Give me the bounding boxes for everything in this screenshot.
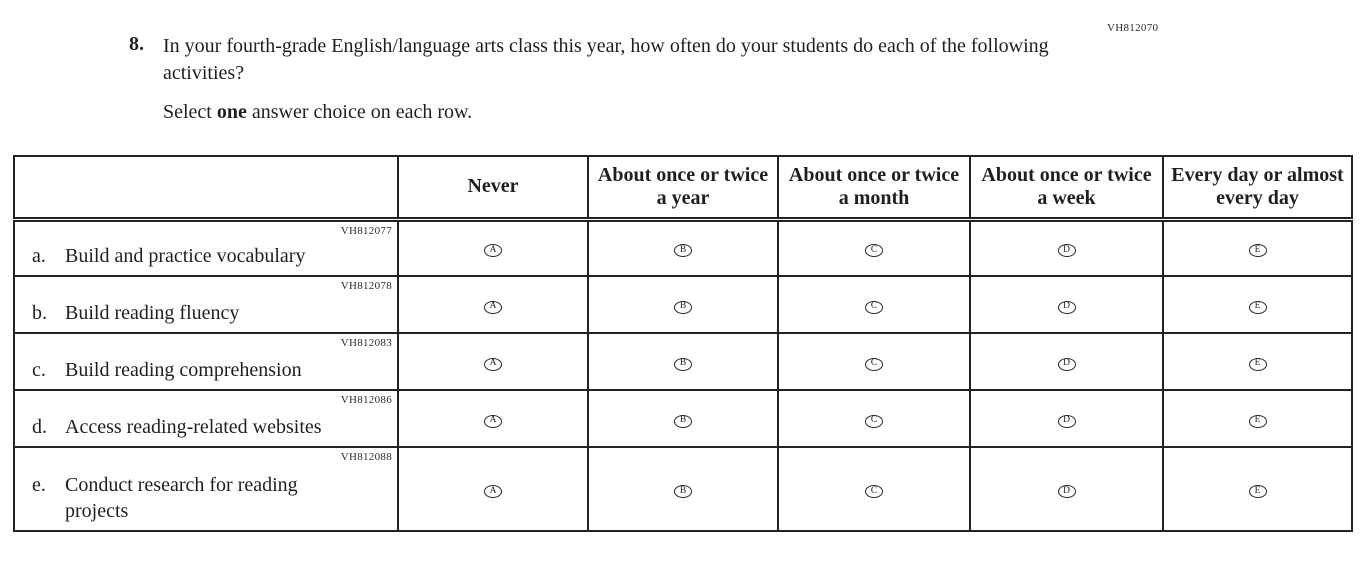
instruction-bold: one	[216, 101, 247, 123]
option-cell: B	[587, 275, 779, 334]
option-bubble-b[interactable]: B	[674, 357, 692, 371]
row-label-cell: VH812078 b. Build reading fluency	[13, 275, 399, 334]
option-bubble-c[interactable]: C	[865, 485, 883, 499]
option-cell: E	[1162, 332, 1353, 391]
row-text: Access reading-related websites	[65, 416, 322, 438]
option-bubble-e[interactable]: E	[1248, 300, 1267, 314]
header-row: Never About once or twice a year About o…	[13, 155, 1353, 222]
option-bubble-c[interactable]: C	[865, 244, 883, 258]
row-letter: e.	[32, 474, 46, 496]
header-empty-cell	[13, 155, 399, 222]
option-cell: A	[397, 218, 589, 277]
option-cell: A	[397, 332, 589, 391]
row-code: VH812088	[340, 451, 392, 463]
option-cell: E	[1162, 218, 1353, 277]
table-row-a: VH812077 a. Build and practice vocabulary…	[13, 218, 1353, 277]
row-label: e. Conduct research for reading projects	[32, 472, 360, 524]
question-instruction: Select one answer choice on each row.	[163, 101, 472, 124]
row-code: VH812086	[340, 394, 392, 406]
option-cell: A	[397, 389, 589, 448]
option-bubble-d[interactable]: D	[1057, 485, 1076, 499]
option-bubble-b[interactable]: B	[674, 244, 692, 258]
row-letter: a.	[32, 245, 46, 267]
row-label: d. Access reading-related websites	[32, 414, 322, 440]
table-row-b: VH812078 b. Build reading fluency A B C D…	[13, 275, 1353, 334]
table-row-d: VH812086 d. Access reading-related websit…	[13, 389, 1353, 448]
row-label: a. Build and practice vocabulary	[32, 243, 305, 269]
option-cell: A	[397, 446, 589, 532]
row-label-cell: VH812077 a. Build and practice vocabulary	[13, 218, 399, 277]
option-cell: C	[777, 389, 971, 448]
table-row-c: VH812083 c. Build reading comprehension A…	[13, 332, 1353, 391]
row-letter: b.	[32, 302, 47, 324]
row-label: c. Build reading comprehension	[32, 357, 302, 383]
option-cell: E	[1162, 275, 1353, 334]
row-letter: c.	[32, 359, 46, 381]
option-cell: E	[1162, 446, 1353, 532]
row-code: VH812078	[340, 280, 392, 292]
option-bubble-d[interactable]: D	[1057, 414, 1076, 428]
row-label-cell: VH812083 c. Build reading comprehension	[13, 332, 399, 391]
table-row-e: VH812088 e. Conduct research for reading …	[13, 446, 1353, 532]
row-text: Conduct research for reading projects	[65, 474, 298, 522]
header-once-twice-month: About once or twice a month	[777, 155, 971, 222]
option-bubble-e[interactable]: E	[1248, 485, 1267, 499]
option-cell: C	[777, 218, 971, 277]
row-label-cell: VH812086 d. Access reading-related websit…	[13, 389, 399, 448]
option-bubble-d[interactable]: D	[1057, 300, 1076, 314]
option-cell: E	[1162, 389, 1353, 448]
row-code: VH812077	[340, 224, 392, 237]
answer-table: Never About once or twice a year About o…	[13, 155, 1353, 532]
row-label-cell: VH812088 e. Conduct research for reading …	[13, 446, 399, 532]
option-bubble-d[interactable]: D	[1057, 357, 1076, 371]
header-never: Never	[397, 155, 589, 222]
option-bubble-e[interactable]: E	[1248, 414, 1267, 428]
option-bubble-b[interactable]: B	[674, 300, 692, 314]
option-bubble-a[interactable]: A	[484, 244, 502, 258]
option-cell: D	[969, 218, 1164, 277]
row-text: Build and practice vocabulary	[65, 245, 306, 267]
header-every-day: Every day or almost every day	[1162, 155, 1353, 222]
option-cell: B	[587, 446, 779, 532]
answer-grid: Never About once or twice a year About o…	[13, 155, 1353, 532]
row-letter: d.	[32, 416, 47, 438]
option-cell: C	[777, 275, 971, 334]
option-cell: D	[969, 389, 1164, 448]
question-number: 8.	[129, 33, 144, 55]
instruction-suffix: answer choice on each row.	[246, 101, 473, 123]
option-bubble-e[interactable]: E	[1248, 244, 1267, 258]
option-bubble-d[interactable]: D	[1057, 244, 1076, 258]
row-label: b. Build reading fluency	[32, 300, 239, 326]
option-cell: C	[777, 446, 971, 532]
option-cell: B	[587, 389, 779, 448]
option-cell: B	[587, 332, 779, 391]
option-cell: D	[969, 275, 1164, 334]
row-text: Build reading fluency	[65, 302, 240, 324]
option-cell: A	[397, 275, 589, 334]
header-once-twice-week: About once or twice a week	[969, 155, 1164, 222]
option-bubble-c[interactable]: C	[865, 357, 883, 371]
option-cell: B	[587, 218, 779, 277]
option-bubble-c[interactable]: C	[865, 414, 883, 428]
option-bubble-a[interactable]: A	[484, 357, 502, 371]
option-bubble-a[interactable]: A	[484, 485, 502, 499]
option-bubble-a[interactable]: A	[484, 414, 502, 428]
option-bubble-c[interactable]: C	[865, 300, 883, 314]
option-bubble-e[interactable]: E	[1248, 357, 1267, 371]
option-bubble-b[interactable]: B	[674, 485, 692, 499]
option-cell: D	[969, 332, 1164, 391]
row-code: VH812083	[340, 337, 392, 349]
option-cell: D	[969, 446, 1164, 532]
question-text: In your fourth-grade English/language ar…	[163, 35, 1049, 85]
page-item-code: VH812070	[1107, 22, 1159, 34]
row-text: Build reading comprehension	[65, 359, 302, 381]
option-bubble-b[interactable]: B	[674, 414, 692, 428]
header-once-twice-year: About once or twice a year	[587, 155, 779, 222]
option-cell: C	[777, 332, 971, 391]
option-bubble-a[interactable]: A	[484, 300, 502, 314]
instruction-prefix: Select	[163, 101, 217, 123]
